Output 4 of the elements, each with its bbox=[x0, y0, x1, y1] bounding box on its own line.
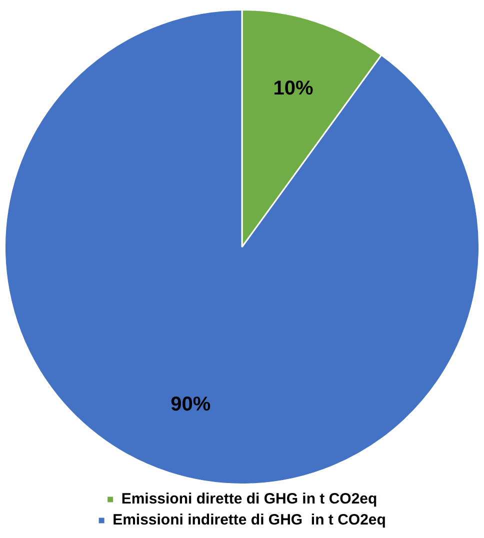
data-label: 10% bbox=[273, 78, 314, 100]
legend-label: Emissioni indirette di GHG in t CO2eq bbox=[112, 512, 386, 529]
data-label: 90% bbox=[170, 393, 211, 416]
legend-label: Emissioni dirette di GHG in t CO2eq bbox=[121, 490, 378, 508]
